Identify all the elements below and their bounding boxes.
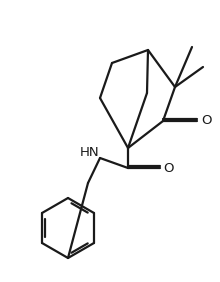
Text: O: O (164, 162, 174, 175)
Text: O: O (202, 114, 212, 127)
Text: HN: HN (80, 146, 100, 158)
